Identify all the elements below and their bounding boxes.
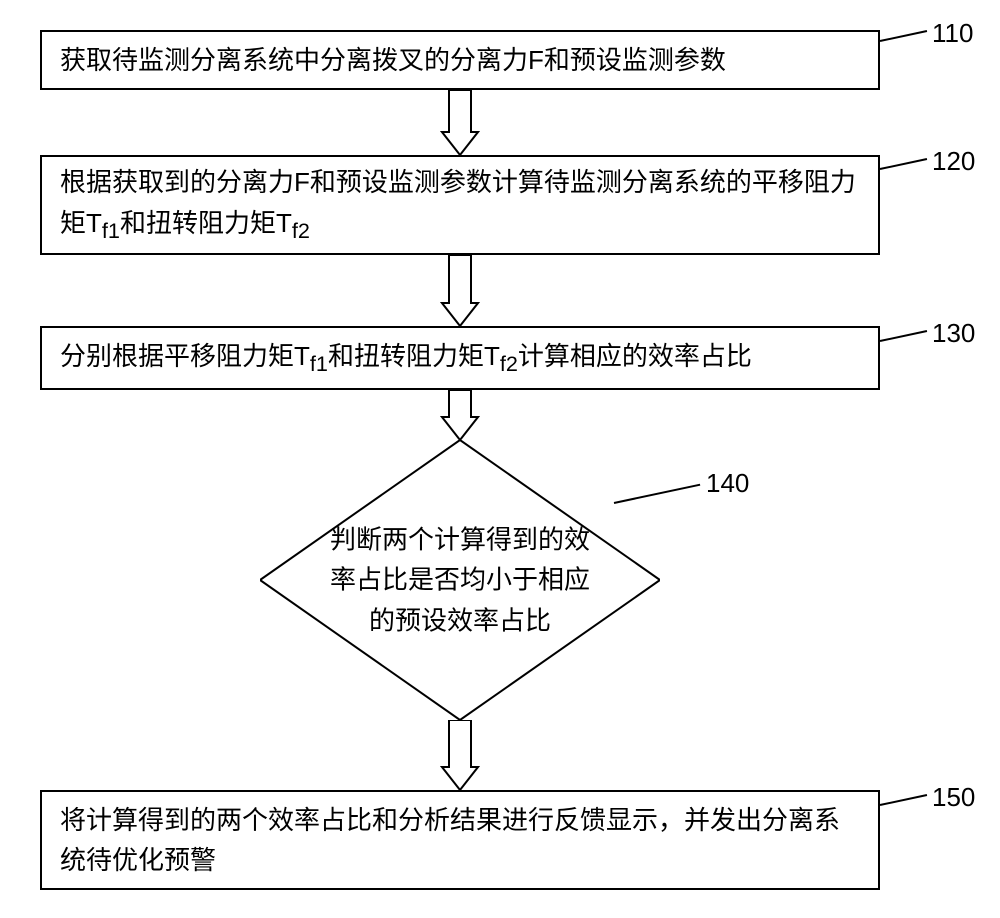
step-110-box: 获取待监测分离系统中分离拨叉的分离力F和预设监测参数 [40, 30, 880, 90]
step-150-box: 将计算得到的两个效率占比和分析结果进行反馈显示，并发出分离系统待优化预警 [40, 790, 880, 890]
arrow-4 [440, 720, 480, 790]
decision-140-text: 判断两个计算得到的效率占比是否均小于相应的预设效率占比 [260, 520, 660, 641]
label-leader-130 [880, 330, 927, 342]
arrow-1 [440, 90, 480, 155]
step-150-label: 150 [932, 782, 975, 813]
arrow-3 [440, 390, 480, 440]
step-150-text: 将计算得到的两个效率占比和分析结果进行反馈显示，并发出分离系统待优化预警 [60, 800, 860, 881]
step-120-text: 根据获取到的分离力F和预设监测参数计算待监测分离系统的平移阻力矩Tf1和扭转阻力… [60, 162, 860, 247]
step-110-label: 110 [932, 18, 973, 49]
step-120-label: 120 [932, 146, 975, 177]
label-leader-150 [880, 794, 927, 806]
decision-140-label: 140 [706, 468, 749, 499]
step-130-label: 130 [932, 318, 975, 349]
flowchart-container: 获取待监测分离系统中分离拨叉的分离力F和预设监测参数 110 根据获取到的分离力… [0, 0, 1000, 918]
step-130-text: 分别根据平移阻力矩Tf1和扭转阻力矩Tf2计算相应的效率占比 [60, 336, 860, 381]
arrow-2 [440, 255, 480, 326]
decision-140: 判断两个计算得到的效率占比是否均小于相应的预设效率占比 [260, 440, 660, 720]
step-130-box: 分别根据平移阻力矩Tf1和扭转阻力矩Tf2计算相应的效率占比 [40, 326, 880, 390]
step-110-text: 获取待监测分离系统中分离拨叉的分离力F和预设监测参数 [60, 40, 860, 80]
label-leader-120 [880, 158, 927, 170]
step-120-box: 根据获取到的分离力F和预设监测参数计算待监测分离系统的平移阻力矩Tf1和扭转阻力… [40, 155, 880, 255]
label-leader-110 [880, 30, 927, 42]
